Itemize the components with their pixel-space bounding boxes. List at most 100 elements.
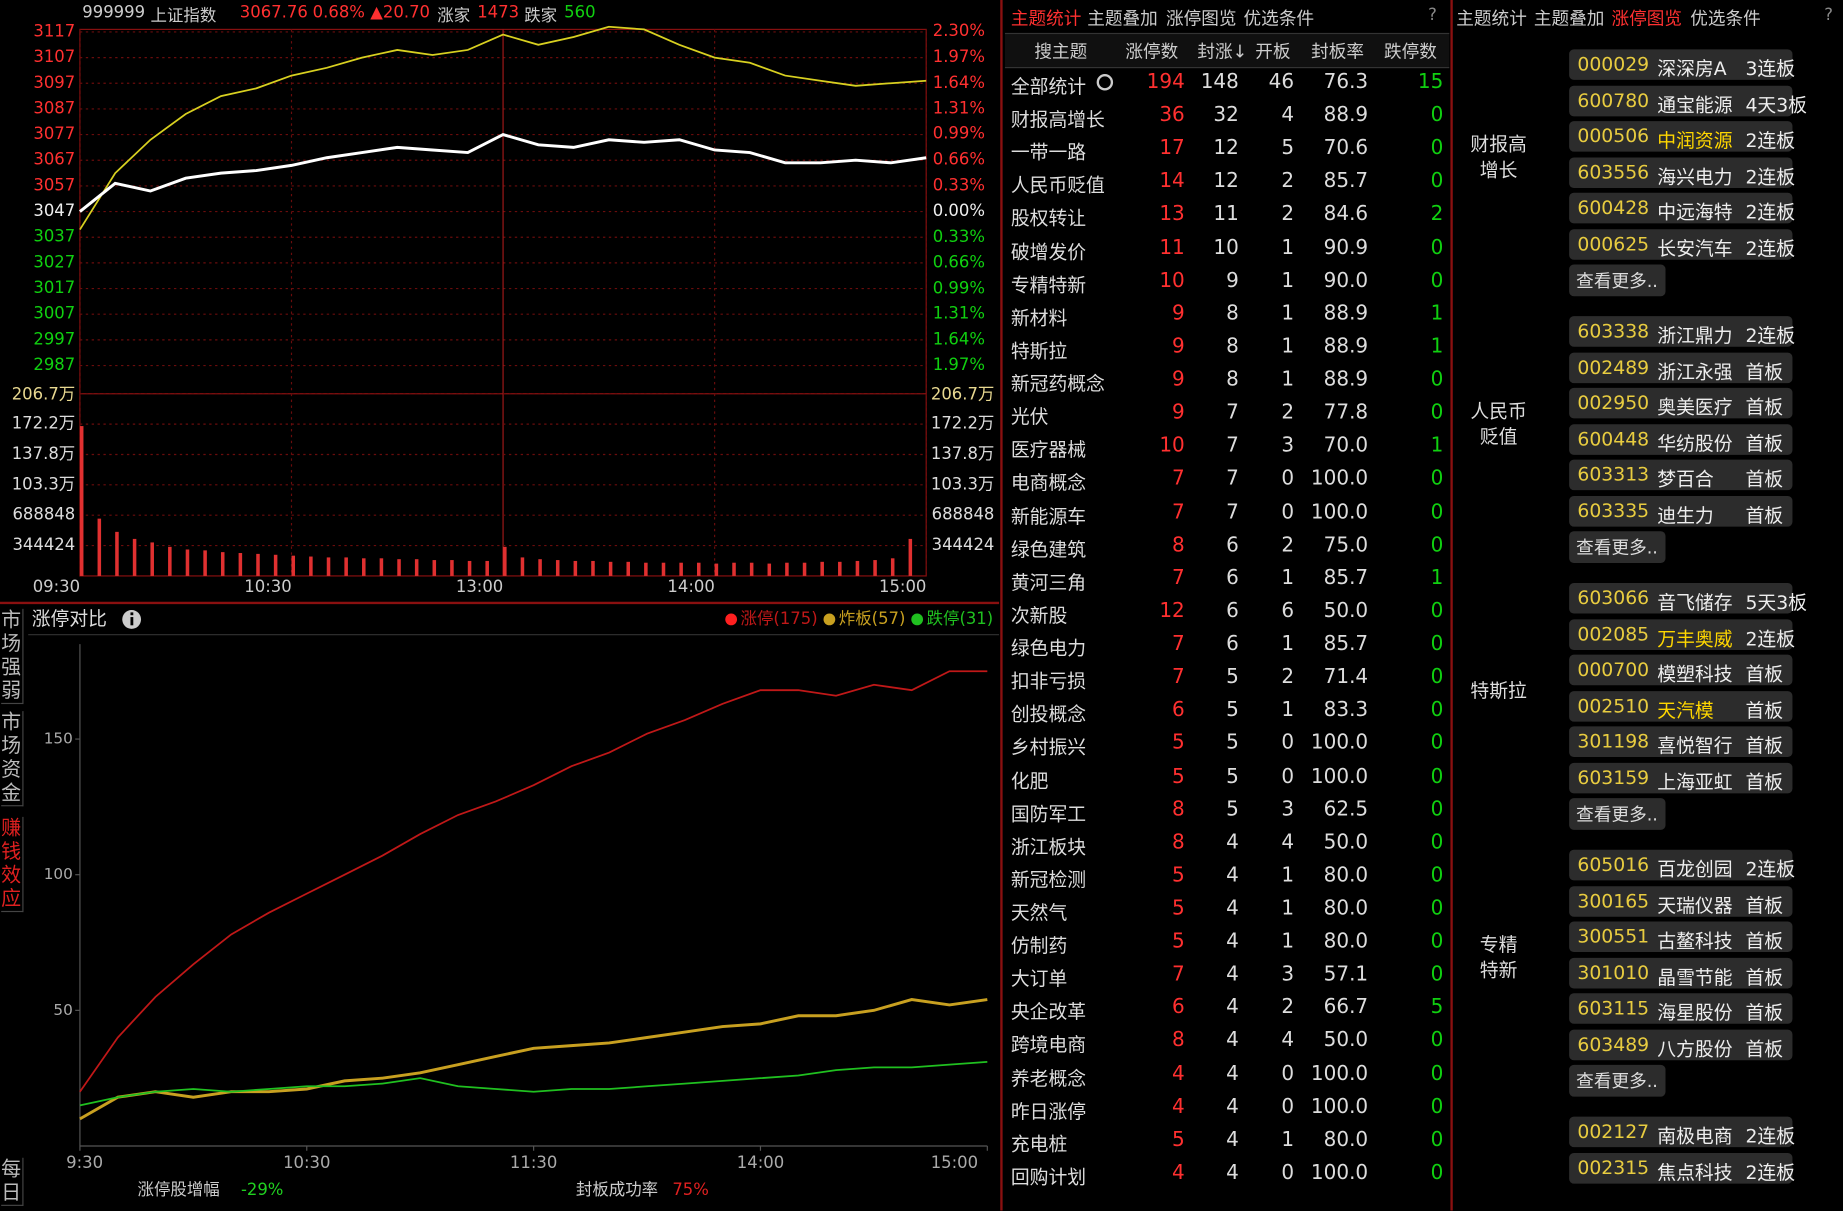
table-cell: 1 — [1281, 929, 1295, 954]
stock-chip[interactable] — [1569, 495, 1793, 526]
more-button[interactable]: 查看更多.. — [1569, 798, 1665, 830]
stock-code: 301198 — [1577, 729, 1650, 753]
stock-chip[interactable] — [1569, 49, 1793, 80]
theme-name[interactable]: 人民币贬值 — [1010, 174, 1105, 197]
stock-chip[interactable] — [1569, 762, 1793, 793]
side-tab[interactable]: 市场强弱 — [1, 608, 24, 705]
theme-name[interactable]: 专精特新 — [1010, 273, 1087, 296]
table-cell: 7 — [1172, 467, 1185, 491]
theme-name[interactable]: 新材料 — [1010, 306, 1068, 329]
theme-name[interactable]: 新冠药概念 — [1010, 372, 1105, 396]
x-tick-label: 13:00 — [456, 577, 503, 596]
table-header[interactable]: 涨停数 — [1125, 41, 1179, 63]
theme-name[interactable]: 绿色电力 — [1010, 637, 1087, 660]
table-cell: 148 — [1200, 70, 1239, 95]
theme-name[interactable]: 全部统计 — [1010, 75, 1087, 98]
stock-chip[interactable] — [1569, 352, 1793, 383]
theme-name[interactable]: 扣非亏损 — [1010, 670, 1087, 693]
theme-name[interactable]: 一带一路 — [1010, 141, 1087, 164]
tab[interactable]: 主题统计 — [1010, 8, 1082, 30]
stock-chip[interactable] — [1569, 885, 1793, 917]
theme-name[interactable]: 跨境电商 — [1010, 1033, 1087, 1057]
tab[interactable]: 优选条件 — [1243, 8, 1315, 30]
theme-name[interactable]: 股权转让 — [1010, 207, 1087, 230]
stock-chip[interactable] — [1569, 993, 1793, 1024]
theme-name[interactable]: 次新股 — [1010, 604, 1068, 627]
theme-name[interactable]: 国防军工 — [1010, 802, 1087, 825]
stock-chip[interactable] — [1569, 957, 1793, 988]
stock-chip[interactable] — [1569, 423, 1793, 455]
stock-chip[interactable] — [1569, 387, 1793, 419]
table-cell: 5 — [1430, 995, 1444, 1020]
volume-bar — [132, 538, 137, 576]
stock-chip[interactable] — [1569, 459, 1793, 491]
volume-bar — [256, 553, 260, 576]
theme-name[interactable]: 大订单 — [1010, 967, 1068, 990]
table-cell: 0 — [1430, 268, 1444, 293]
tab[interactable]: 涨停图览 — [1165, 8, 1237, 30]
more-button[interactable]: 查看更多.. — [1569, 264, 1665, 297]
theme-name[interactable]: 仿制药 — [1010, 934, 1068, 957]
theme-name[interactable]: 黄河三角 — [1010, 570, 1087, 594]
table-header[interactable]: 封板率 — [1311, 41, 1365, 63]
help[interactable]: ? — [1428, 5, 1437, 25]
stock-chip[interactable] — [1569, 85, 1793, 116]
stock-chip[interactable] — [1569, 1116, 1793, 1148]
stock-chip[interactable] — [1569, 690, 1793, 722]
theme-name[interactable]: 充电桩 — [1010, 1132, 1068, 1156]
theme-name[interactable]: 创投概念 — [1010, 703, 1087, 726]
table-cell: 50.0 — [1323, 1029, 1369, 1053]
stock-chip[interactable] — [1569, 228, 1793, 260]
stock-chip[interactable] — [1569, 121, 1793, 152]
theme-name[interactable]: 化肥 — [1010, 769, 1049, 792]
more-button[interactable]: 查看更多.. — [1569, 531, 1665, 564]
theme-name[interactable]: 特斯拉 — [1010, 339, 1068, 362]
stock-chip[interactable] — [1569, 618, 1793, 650]
help[interactable]: ? — [1824, 5, 1833, 25]
tab[interactable]: 主题叠加 — [1087, 8, 1158, 30]
stock-chip[interactable] — [1569, 582, 1793, 614]
stock-chip[interactable] — [1569, 654, 1793, 686]
stock-chip[interactable] — [1569, 849, 1793, 881]
stock-chip[interactable] — [1569, 921, 1793, 953]
tab[interactable]: 优选条件 — [1690, 8, 1761, 30]
table-cell: 4 — [1281, 1029, 1295, 1053]
table-header[interactable]: 搜主题 — [1034, 41, 1088, 63]
theme-name[interactable]: 财报高增长 — [1010, 108, 1105, 131]
stock-chip[interactable] — [1569, 192, 1793, 224]
side-tab[interactable]: 赚钱效应 — [1, 816, 24, 913]
y-tick-label: 3037 — [33, 227, 75, 246]
table-cell: 0 — [1281, 467, 1295, 491]
theme-name[interactable]: 央企改革 — [1010, 1000, 1087, 1024]
stock-chip[interactable] — [1569, 1152, 1793, 1184]
table-header[interactable]: 封涨↓ — [1197, 41, 1248, 63]
volume-bar — [767, 563, 772, 576]
theme-name[interactable]: 回购计划 — [1010, 1165, 1087, 1189]
theme-name[interactable]: 养老概念 — [1010, 1066, 1087, 1090]
theme-name[interactable]: 乡村振兴 — [1010, 736, 1087, 759]
more-button[interactable]: 查看更多.. — [1569, 1064, 1665, 1097]
theme-name[interactable]: 新冠检测 — [1010, 868, 1087, 891]
table-header[interactable]: 跌停数 — [1384, 41, 1437, 63]
theme-name[interactable]: 光伏 — [1010, 405, 1049, 429]
tab[interactable]: 涨停图览 — [1611, 8, 1682, 30]
stock-chip[interactable] — [1569, 316, 1793, 347]
theme-name[interactable]: 破增发价 — [1010, 240, 1087, 263]
side-tab[interactable]: 市场资金 — [1, 711, 24, 807]
theme-name[interactable]: 医疗器械 — [1010, 438, 1087, 462]
stock-chip[interactable] — [1569, 156, 1793, 188]
side-tab[interactable]: 每日 — [1, 1157, 24, 1206]
theme-name[interactable]: 绿色建筑 — [1010, 537, 1087, 561]
theme-name[interactable]: 昨日涨停 — [1010, 1099, 1087, 1123]
tab[interactable]: 主题叠加 — [1533, 8, 1605, 30]
volume-bar — [326, 557, 331, 576]
stock-chip[interactable] — [1569, 1029, 1793, 1060]
theme-name[interactable]: 新能源车 — [1010, 504, 1087, 528]
stock-chip[interactable] — [1569, 726, 1793, 757]
table-header[interactable]: 开板 — [1255, 41, 1291, 63]
theme-name[interactable]: 天然气 — [1010, 901, 1068, 924]
theme-name[interactable]: 电商概念 — [1010, 471, 1087, 495]
theme-name[interactable]: 浙江板块 — [1010, 835, 1087, 858]
tab[interactable]: 主题统计 — [1456, 8, 1527, 30]
stock-code: 002315 — [1577, 1155, 1650, 1179]
